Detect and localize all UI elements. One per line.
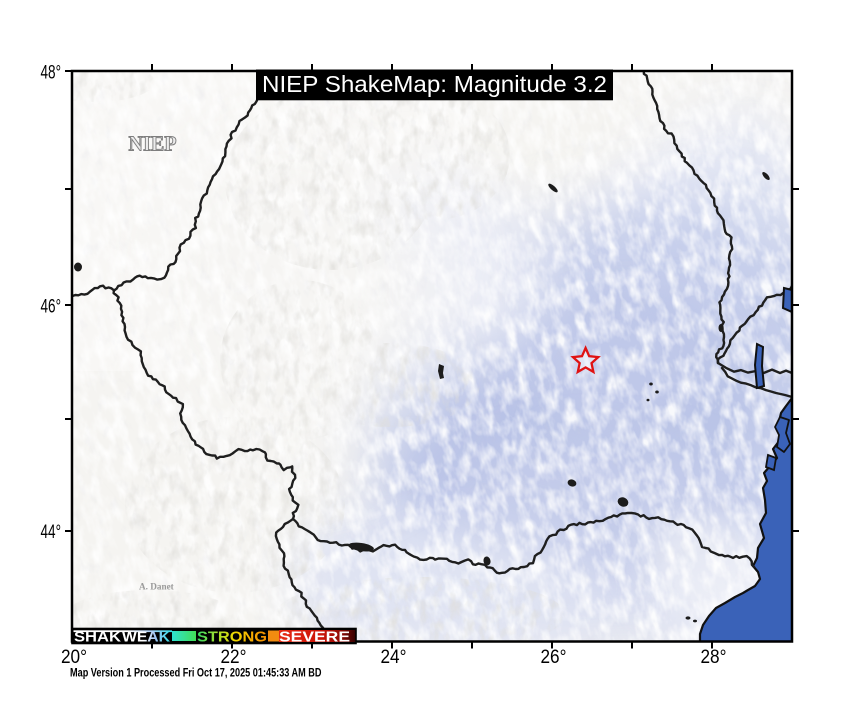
- svg-text:NIEP: NIEP: [129, 132, 177, 156]
- svg-text:24°: 24°: [381, 646, 407, 668]
- svg-text:26°: 26°: [541, 646, 567, 668]
- svg-text:WEAK: WEAK: [122, 629, 171, 645]
- svg-text:SHAK: SHAK: [74, 629, 122, 645]
- svg-text:28°: 28°: [701, 646, 727, 668]
- svg-text:20°: 20°: [61, 646, 87, 668]
- svg-text:48°: 48°: [41, 62, 62, 84]
- svg-text:SEVERE: SEVERE: [279, 629, 350, 645]
- svg-text:NIEP ShakeMap: Magnitude 3.2: NIEP ShakeMap: Magnitude 3.2: [262, 71, 607, 97]
- svg-text:A. Danet: A. Danet: [139, 582, 175, 592]
- svg-text:46°: 46°: [41, 296, 62, 318]
- svg-text:22°: 22°: [221, 646, 247, 668]
- svg-text:44°: 44°: [41, 521, 62, 543]
- svg-text:STRONG: STRONG: [197, 629, 267, 645]
- svg-text:Map Version 1 Processed Fri Oc: Map Version 1 Processed Fri Oct 17, 2025…: [70, 668, 322, 680]
